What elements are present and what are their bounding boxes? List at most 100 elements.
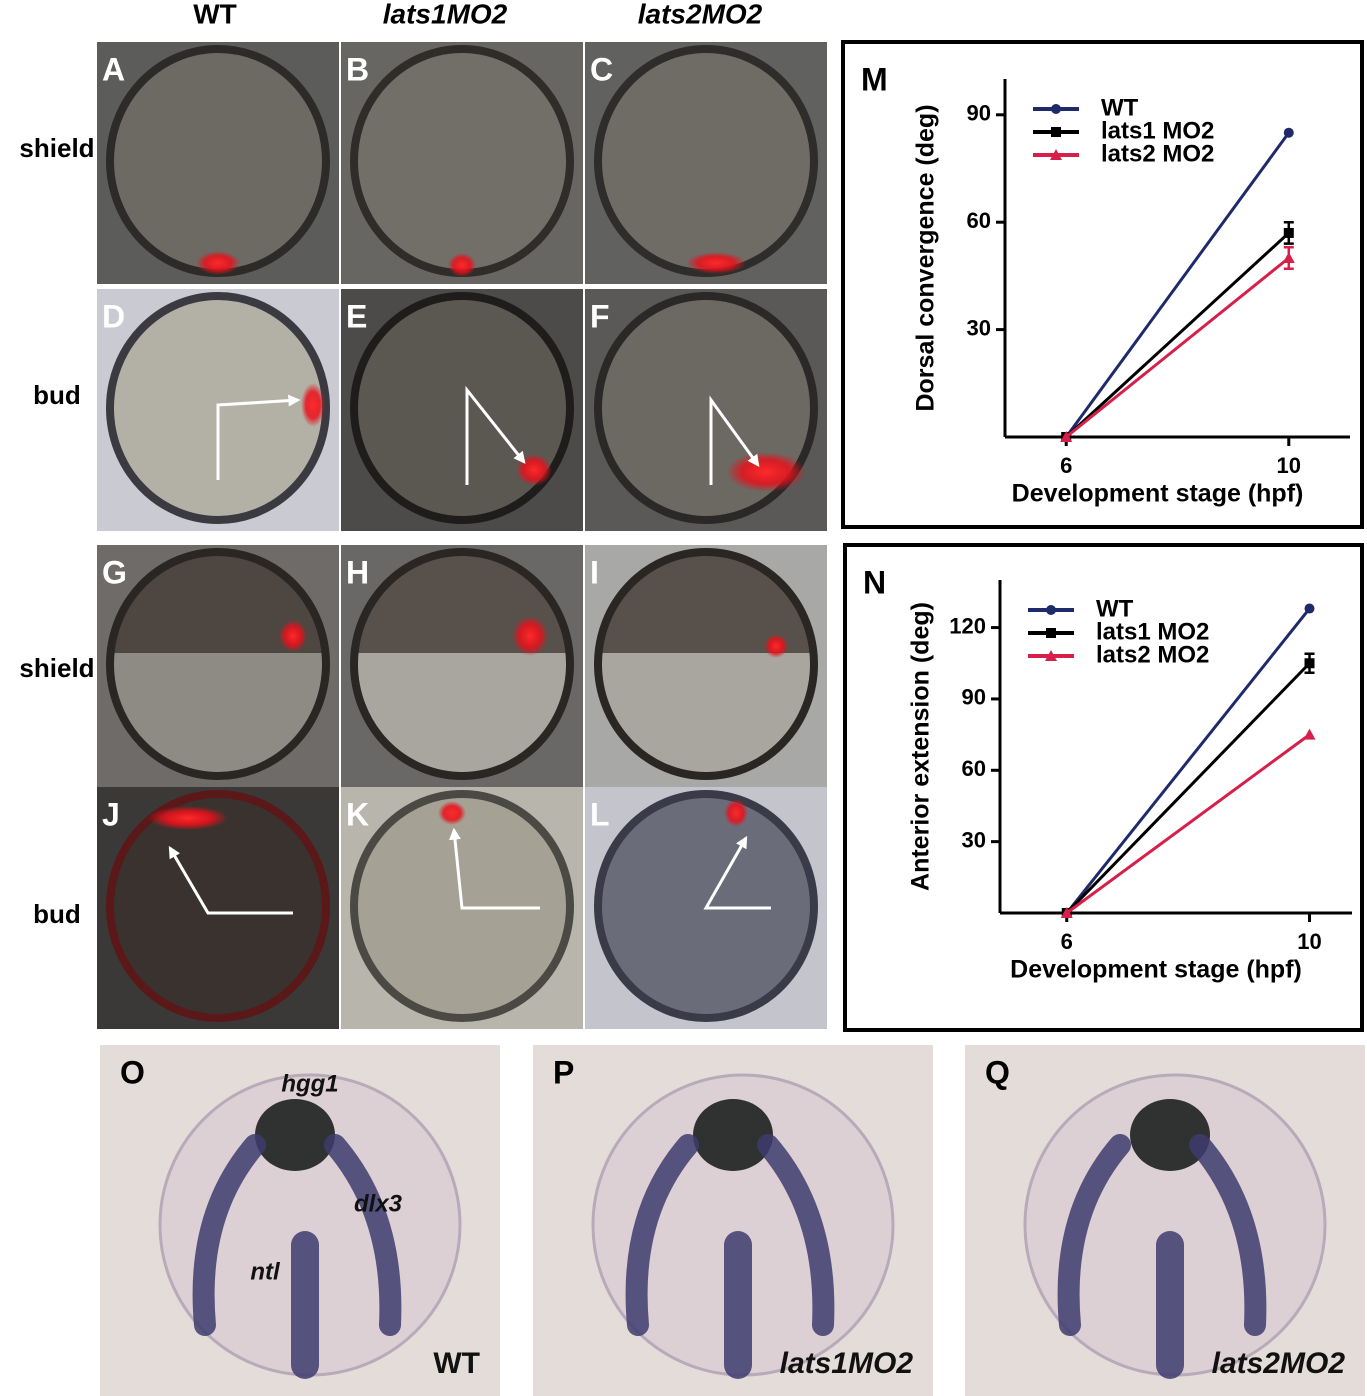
y-tick-label: 30 bbox=[967, 315, 991, 340]
column-header: lats1MO2 bbox=[383, 0, 508, 29]
legend-marker bbox=[1051, 104, 1061, 114]
fluorescence bbox=[764, 634, 788, 658]
dlx3-stain bbox=[192, 1134, 266, 1336]
y-tick-label: 90 bbox=[962, 685, 986, 710]
x-tick-label: 6 bbox=[1061, 929, 1073, 954]
series-line bbox=[1064, 131, 1291, 438]
x-axis-label: Development stage (hpf) bbox=[1012, 480, 1304, 508]
dlx3-stain bbox=[1189, 1134, 1267, 1336]
panel-caption: lats1MO2 bbox=[780, 1347, 914, 1380]
hgg1-stain bbox=[693, 1099, 773, 1171]
y-tick-label: 90 bbox=[967, 101, 991, 126]
x-tick-label: 10 bbox=[1297, 929, 1321, 954]
panel-letter: Q bbox=[985, 1054, 1010, 1090]
legend-marker bbox=[1051, 127, 1061, 137]
legend-marker bbox=[1045, 650, 1057, 661]
data-point bbox=[1304, 603, 1315, 614]
fluorescence bbox=[448, 253, 476, 277]
legend-label: lats1 MO2 bbox=[1101, 117, 1214, 144]
fluorescence bbox=[148, 806, 228, 830]
y-axis-label: Dorsal convergence (deg) bbox=[912, 104, 940, 411]
fluorescence bbox=[279, 620, 307, 652]
arrow bbox=[449, 827, 540, 910]
embryo bbox=[106, 790, 330, 1022]
panel-letter: J bbox=[102, 796, 120, 832]
fluorescence bbox=[301, 383, 325, 427]
row-label: shield bbox=[19, 133, 94, 163]
data-point bbox=[1060, 431, 1073, 442]
column-header: lats2MO2 bbox=[638, 0, 763, 29]
hgg1-stain bbox=[1130, 1099, 1210, 1171]
panel-letter: F bbox=[590, 298, 610, 334]
embryo bbox=[350, 45, 574, 277]
chart-frame bbox=[843, 543, 1364, 1032]
arrow bbox=[216, 394, 301, 480]
panel-letter: K bbox=[346, 796, 369, 832]
chart-frame bbox=[841, 40, 1364, 529]
data-point bbox=[1303, 728, 1316, 740]
data-point bbox=[1283, 227, 1294, 238]
gene-label: dlx3 bbox=[354, 1190, 403, 1217]
y-tick-label: 30 bbox=[962, 827, 986, 852]
panel-letter: B bbox=[346, 51, 369, 87]
legend-label: lats2 MO2 bbox=[1096, 641, 1209, 668]
panel-letter: L bbox=[590, 796, 610, 832]
legend-marker bbox=[1046, 628, 1056, 638]
legend-label: lats2 MO2 bbox=[1101, 140, 1214, 167]
dlx3-stain bbox=[1057, 1134, 1131, 1336]
panel-letter: H bbox=[346, 554, 369, 590]
dlx3-stain bbox=[757, 1134, 835, 1336]
data-point bbox=[1060, 907, 1073, 918]
embryo bbox=[350, 292, 574, 524]
panel-letter: C bbox=[590, 51, 613, 87]
panel-letter: E bbox=[346, 298, 367, 334]
hgg1-stain bbox=[255, 1099, 335, 1171]
series-line bbox=[1065, 607, 1311, 914]
dlx3-stain bbox=[625, 1134, 699, 1336]
row-label: bud bbox=[33, 899, 81, 929]
legend-marker bbox=[1050, 149, 1062, 160]
series-line bbox=[1065, 231, 1290, 439]
panel-letter: G bbox=[102, 554, 127, 590]
row-label: bud bbox=[33, 380, 81, 410]
fluorescence bbox=[196, 251, 240, 275]
panel-letter: I bbox=[590, 554, 599, 590]
series-line bbox=[1065, 256, 1290, 439]
legend-label: lats1 MO2 bbox=[1096, 618, 1209, 645]
y-axis-label: Anterior extension (deg) bbox=[907, 602, 935, 891]
series-line bbox=[1065, 733, 1311, 915]
panel-letter: D bbox=[102, 298, 125, 334]
arrow bbox=[465, 385, 526, 485]
data-point bbox=[1283, 127, 1294, 138]
labels: WT lats1MO2 lats2MO2 shield bud shield bud A B C D… bbox=[19, 0, 1345, 1380]
embryo bbox=[594, 45, 818, 277]
embryo bbox=[106, 45, 330, 277]
row-label: shield bbox=[19, 653, 94, 683]
in-situ-panels bbox=[100, 1045, 1365, 1396]
micrographs bbox=[97, 42, 827, 1029]
panel-letter: M bbox=[861, 61, 888, 97]
legend-label: WT bbox=[1096, 595, 1134, 622]
data-point bbox=[1304, 658, 1315, 669]
panel-letter: O bbox=[120, 1054, 145, 1090]
panel-letter: N bbox=[863, 564, 886, 600]
arrow bbox=[709, 395, 760, 485]
dlx3-stain bbox=[324, 1134, 402, 1336]
embryo bbox=[350, 548, 574, 780]
panel-letter: A bbox=[102, 51, 125, 87]
y-tick-label: 120 bbox=[949, 613, 986, 638]
gene-label: ntl bbox=[250, 1258, 281, 1285]
arrow bbox=[168, 845, 293, 915]
panel-letter: P bbox=[553, 1054, 574, 1090]
y-tick-label: 60 bbox=[962, 756, 986, 781]
panel-caption: WT bbox=[433, 1347, 480, 1380]
embryo bbox=[106, 548, 330, 780]
legend-marker bbox=[1046, 605, 1056, 615]
arrow bbox=[703, 835, 771, 910]
data-point bbox=[1282, 252, 1295, 263]
y-tick-label: 60 bbox=[967, 208, 991, 233]
fluorescence bbox=[438, 801, 466, 825]
x-axis-label: Development stage (hpf) bbox=[1010, 956, 1302, 984]
